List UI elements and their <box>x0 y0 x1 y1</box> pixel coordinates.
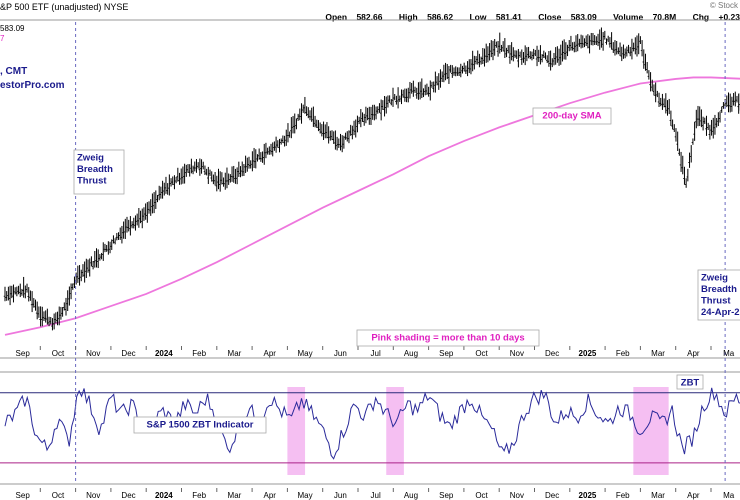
open-value: 582.66 <box>356 12 383 22</box>
sma-label-line-1: 200-day SMA <box>542 111 601 122</box>
x-tick-label-price: Oct <box>52 349 65 358</box>
indicator-panel <box>0 371 740 485</box>
x-tick-label-price: Dec <box>545 349 559 358</box>
zbt-label-line-1: ZBT <box>681 378 700 389</box>
volume-label: Volume <box>613 12 644 22</box>
price-bars <box>3 27 740 331</box>
high-value: 586.62 <box>427 12 454 22</box>
x-tick-label-ind: Sep <box>16 491 31 500</box>
x-tick-label-ind: 2025 <box>579 491 597 500</box>
x-tick-label-ind: Nov <box>510 491 524 500</box>
x-tick-label-price: Feb <box>192 349 206 358</box>
chg-label: Chg <box>692 12 710 22</box>
author-site: estorPro.com <box>0 80 65 91</box>
pink-shading-note-line-1: Pink shading = more than 10 days <box>371 333 524 344</box>
zweig-thrust-2025-line-2: Breadth <box>701 284 737 295</box>
x-tick-label-ind: Oct <box>475 491 488 500</box>
x-tick-label-ind: 2024 <box>155 491 173 500</box>
chart-header: &P 500 ETF (unadjusted) NYSE © Stock Ope… <box>0 0 740 22</box>
x-tick-label-price: Nov <box>510 349 524 358</box>
chg-value: +0.23 <box>718 12 740 22</box>
zweig-thrust-2025-line-3: Thrust <box>701 296 731 307</box>
zweig-thrust-2023-line-3: Thrust <box>77 176 107 187</box>
shading-range-3 <box>633 387 669 475</box>
symbol-title: &P 500 ETF (unadjusted) NYSE <box>0 2 129 12</box>
ohlc-line: Open 582.66 High 586.62 Low 581.41 Close… <box>311 12 740 22</box>
x-tick-label-price: Sep <box>16 349 31 358</box>
x-tick-label-ind: Feb <box>616 491 630 500</box>
x-tick-label-price: 2024 <box>155 349 173 358</box>
close-value: 583.09 <box>570 12 597 22</box>
x-tick-label-ind: Oct <box>52 491 65 500</box>
zweig-thrust-2023-line-1: Zweig <box>77 153 104 164</box>
zweig-thrust-2025-line-4: 24-Apr-2 <box>701 307 740 318</box>
legend-last-price: 583.09 <box>0 24 25 33</box>
volume-value: 70.8M <box>652 12 677 22</box>
x-tick-label-ind: Feb <box>192 491 206 500</box>
zbt-indicator-label-box <box>133 416 267 434</box>
x-tick-label-price: Feb <box>616 349 630 358</box>
x-tick-label-ind: Nov <box>86 491 100 500</box>
x-tick-label-price: Mar <box>228 349 242 358</box>
x-tick-label-price: Jun <box>334 349 347 358</box>
zweig-thrust-2023-line-2: Breadth <box>77 164 113 175</box>
shading-range-2 <box>386 387 404 475</box>
low-label: Low <box>469 12 487 22</box>
x-tick-label-ind: Aug <box>404 491 418 500</box>
x-tick-label-ind: Mar <box>651 491 665 500</box>
watermark: © Stock <box>709 1 738 10</box>
zweig-thrust-2025-box <box>697 269 740 321</box>
sma-label-box <box>532 107 612 125</box>
x-tick-label-ind: May <box>297 491 312 500</box>
high-label: High <box>398 12 418 22</box>
x-tick-label-price: Sep <box>439 349 454 358</box>
x-tick-label-ind: Apr <box>687 491 700 500</box>
zweig-thrust-2023-box <box>73 149 125 195</box>
x-tick-label-price: Jul <box>371 349 381 358</box>
x-tick-label-ind: Dec <box>545 491 559 500</box>
low-value: 581.41 <box>495 12 522 22</box>
x-tick-label-price: Aug <box>404 349 418 358</box>
symbol-line: &P 500 ETF (unadjusted) NYSE <box>0 2 128 12</box>
close-label: Close <box>538 12 562 22</box>
x-tick-label-ind: Ma <box>723 491 735 500</box>
open-label: Open <box>325 12 348 22</box>
x-tick-label-ind: Jun <box>334 491 347 500</box>
price-panel <box>0 19 740 359</box>
x-tick-label-ind: Jul <box>371 491 381 500</box>
x-tick-label-price: Apr <box>264 349 277 358</box>
x-tick-label-ind: Sep <box>439 491 454 500</box>
zbt-line <box>4 387 740 460</box>
pink-shading-note-box <box>356 329 540 347</box>
x-axis: Sep Sep Oct Oct Nov Nov Dec Dec 2024 2024 Feb Feb Ma… <box>16 22 735 500</box>
x-tick-label-ind: Apr <box>264 491 277 500</box>
x-tick-label-price: Apr <box>687 349 700 358</box>
x-tick-label-price: Mar <box>651 349 665 358</box>
zweig-thrust-2025-line-1: Zweig <box>701 273 728 284</box>
x-tick-label-price: 2025 <box>579 349 597 358</box>
zbt-indicator-label-line-1: S&P 1500 ZBT Indicator <box>147 420 254 431</box>
x-tick-label-price: Nov <box>86 349 100 358</box>
author-name: , CMT <box>0 66 27 77</box>
x-tick-label-ind: Mar <box>228 491 242 500</box>
x-tick-label-price: Ma <box>723 349 735 358</box>
zbt-label-box <box>676 374 704 390</box>
shading-range-1 <box>287 387 306 475</box>
x-tick-label-ind: Dec <box>121 491 135 500</box>
legend-sma-marker: 7 <box>0 34 5 43</box>
x-tick-label-price: May <box>297 349 312 358</box>
x-tick-label-price: Dec <box>121 349 135 358</box>
x-tick-label-price: Oct <box>475 349 488 358</box>
